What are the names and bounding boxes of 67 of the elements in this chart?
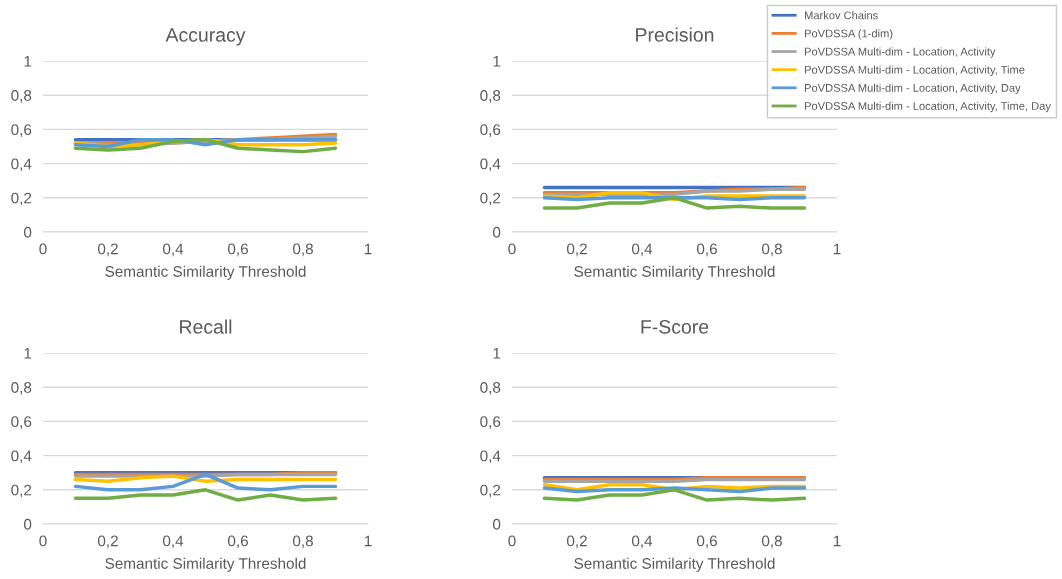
legend-label: PoVDSSA Multi-dim - Location, Activity, Time [805,65,1025,76]
x-tick-label: 0,8 [761,243,782,257]
x-tick-label: 0 [508,243,516,255]
y-tick-label: 0,6 [11,124,32,137]
chart-title: Accuracy [165,28,246,46]
x-axis-title: Semantic Similarity Threshold [574,265,775,280]
y-tick-label: 0,2 [480,484,501,498]
x-tick-label: 0 [508,535,516,547]
x-tick-label: 0 [39,535,47,547]
y-tick-label: 0,4 [480,450,501,464]
x-axis-title: Semantic Similarity Threshold [105,265,306,280]
legend-label: PoVDSSA (1-dim) [805,29,893,40]
legend-label: PoVDSSA Multi-dim - Location, Activity, Day [805,83,1021,95]
line-series [73,472,338,492]
y-tick-label: 0,8 [480,90,501,103]
x-tick-label: 1 [364,243,372,255]
y-tick-label: 1 [24,56,32,67]
legend-label: PoVDSSA Multi-dim - Location, Activity, Time, Day [805,101,1051,113]
x-tick-label: 0,8 [761,535,782,549]
x-tick-label: 1 [364,535,372,547]
chart-title: Precision [636,27,714,42]
x-tick-label: 0,4 [162,535,184,549]
legend-label: Markov Chains [805,11,878,20]
y-tick-label: 0,4 [11,450,32,464]
y-tick-label: 0,4 [480,158,501,172]
x-tick-label: 0,6 [696,535,717,549]
chart-title: Recall [180,319,232,334]
y-tick-label: 0,6 [480,416,501,429]
chart-title: F-Score [641,319,709,334]
y-tick-label: 1 [24,348,32,359]
y-tick-label: 0,8 [11,382,32,395]
x-axis-title: Semantic Similarity Threshold [574,557,775,572]
x-tick-label: 0,4 [631,535,653,549]
line-series [542,196,807,210]
x-axis-title: Semantic Similarity Threshold [105,557,306,572]
x-tick-label: 1 [833,535,841,547]
y-tick-label: 0,2 [11,192,32,206]
x-tick-label: 0,6 [696,243,717,257]
x-tick-label: 0,2 [566,243,587,257]
y-tick-label: 0 [492,226,501,238]
y-tick-label: 0 [23,226,32,238]
y-tick-label: 0 [492,518,501,530]
y-tick-label: 0,6 [11,416,32,429]
x-tick-label: 0,6 [227,243,248,257]
x-tick-label: 0,2 [97,535,118,549]
y-tick-label: 0,6 [480,124,501,137]
x-tick-label: 0,4 [631,243,653,257]
y-tick-label: 0,2 [11,484,32,498]
x-tick-label: 0,6 [227,535,248,549]
line-series [542,488,807,502]
y-tick-label: 0,4 [11,158,32,172]
x-tick-label: 0,2 [97,243,118,257]
y-tick-label: 0 [23,518,32,530]
y-tick-label: 1 [493,56,501,67]
y-tick-label: 0,8 [11,90,32,103]
x-tick-label: 0,8 [292,243,313,257]
y-tick-label: 0,8 [480,382,501,395]
legend-label: PoVDSSA Multi-dim - Location, Activity [805,47,996,58]
x-tick-label: 0,2 [566,535,587,549]
line-series [73,488,338,502]
x-tick-label: 1 [833,243,841,255]
line-series [73,137,338,154]
x-tick-label: 0,8 [292,535,313,549]
y-tick-label: 1 [493,348,501,359]
x-tick-label: 0 [39,243,47,255]
y-tick-label: 0,2 [480,192,501,206]
x-tick-label: 0,4 [162,243,184,257]
